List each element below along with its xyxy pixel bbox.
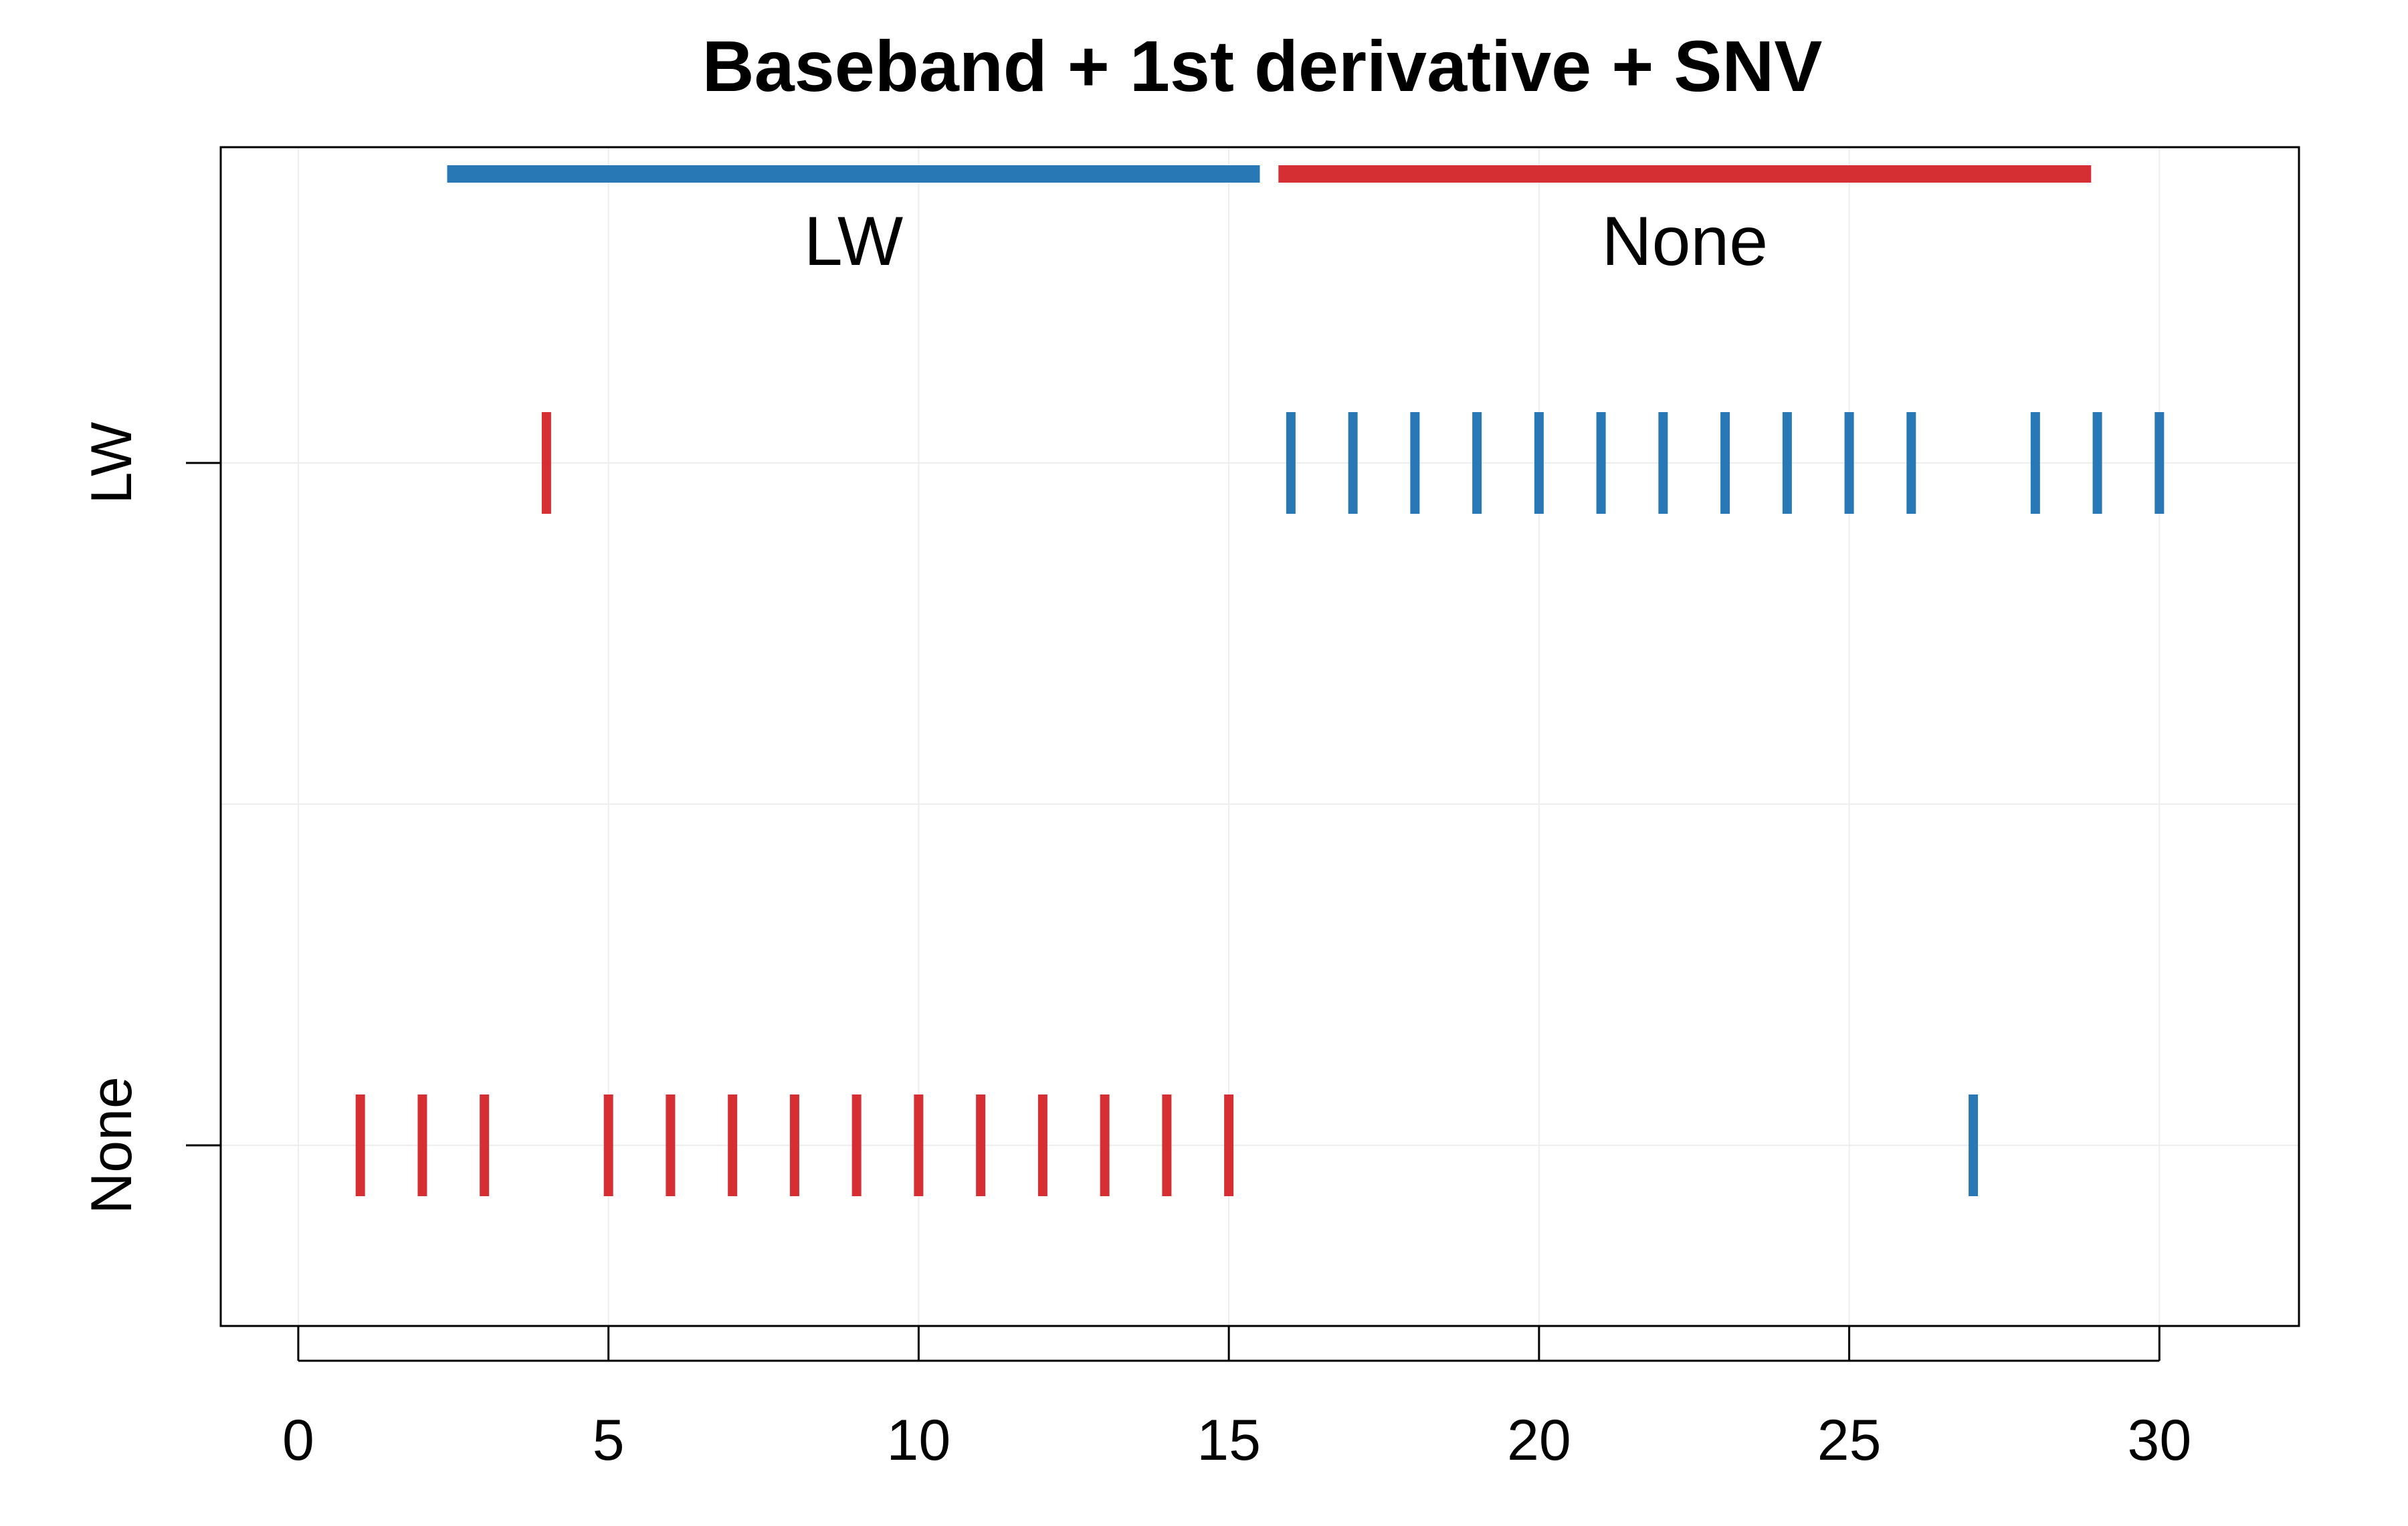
x-tick-label: 20 [1507,1408,1571,1472]
x-tick-label: 0 [282,1408,314,1472]
chart-title: Baseband + 1st derivative + SNV [702,25,1823,106]
x-tick-label: 30 [2127,1408,2191,1472]
y-tick-label: LW [80,422,144,504]
x-tick-label: 5 [593,1408,625,1472]
axes: 0 5 10 15 20 25 30 None LW [80,422,2191,1472]
grid [221,147,2299,1326]
plot-frame [219,146,2300,1327]
group-label: LW [804,203,903,280]
x-tick-label: 10 [887,1408,951,1472]
group-label: None [1601,203,1768,280]
x-tick-label: 15 [1197,1408,1261,1472]
y-tick-label: None [80,1076,144,1214]
x-tick-label: 25 [1817,1408,1882,1472]
plot-marks: LW None [355,165,2165,1196]
